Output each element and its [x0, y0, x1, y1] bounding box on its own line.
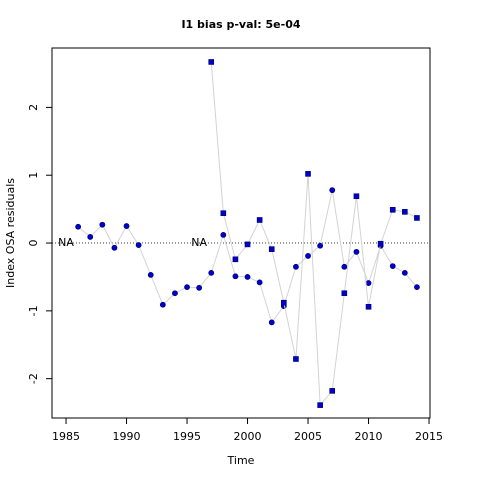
x-axis-label: Time	[227, 454, 255, 467]
x-tick-label: 2010	[355, 430, 383, 443]
point	[353, 193, 360, 200]
y-axis-label: Index OSA residuals	[4, 178, 17, 288]
point	[305, 171, 311, 177]
point	[75, 223, 82, 230]
y-tick-label: 2	[27, 104, 40, 111]
point	[184, 284, 190, 291]
point	[293, 356, 299, 362]
point	[341, 290, 348, 297]
na-label: NA	[191, 236, 207, 249]
point	[99, 221, 106, 228]
point	[414, 284, 420, 291]
point	[111, 244, 118, 251]
point	[268, 319, 275, 326]
point	[317, 402, 323, 408]
point	[389, 207, 396, 213]
point	[196, 284, 203, 291]
point	[353, 248, 360, 255]
point	[365, 303, 372, 310]
na-label: NA	[58, 236, 74, 249]
x-tick-label: 1990	[113, 430, 141, 443]
y-tick-label: 1	[27, 172, 40, 179]
point	[244, 241, 251, 248]
x-tick-label: 2000	[234, 430, 262, 443]
point	[232, 273, 239, 280]
point	[281, 299, 287, 306]
point	[123, 223, 130, 229]
point	[317, 242, 324, 249]
x-tick-label: 2015	[415, 430, 443, 443]
point	[135, 242, 142, 248]
x-tick-label: 1995	[173, 430, 201, 443]
point	[329, 187, 336, 194]
y-tick-label: 0	[27, 240, 40, 247]
point	[244, 274, 251, 280]
point	[208, 269, 215, 276]
point	[232, 256, 239, 263]
point	[159, 301, 166, 308]
point	[268, 246, 275, 252]
point	[401, 269, 408, 276]
point	[220, 210, 227, 216]
plot-frame	[51, 47, 431, 419]
chart-title: I1 bias p-val: 5e-04	[181, 18, 300, 31]
point	[305, 253, 311, 259]
point	[365, 280, 372, 286]
point	[414, 215, 420, 221]
y-tick-label: -2	[27, 373, 40, 384]
x-tick-label: 1985	[52, 430, 80, 443]
point	[341, 263, 348, 270]
point	[256, 279, 263, 286]
point	[389, 263, 396, 269]
point	[256, 217, 263, 223]
point	[147, 272, 154, 278]
point	[377, 240, 384, 247]
point	[329, 388, 336, 394]
point	[172, 290, 178, 297]
x-tick-label: 2005	[294, 430, 322, 443]
y-tick-label: -1	[27, 305, 40, 316]
point	[208, 59, 215, 65]
point	[293, 263, 299, 270]
point	[87, 234, 94, 240]
point	[402, 209, 408, 215]
point	[220, 231, 227, 238]
